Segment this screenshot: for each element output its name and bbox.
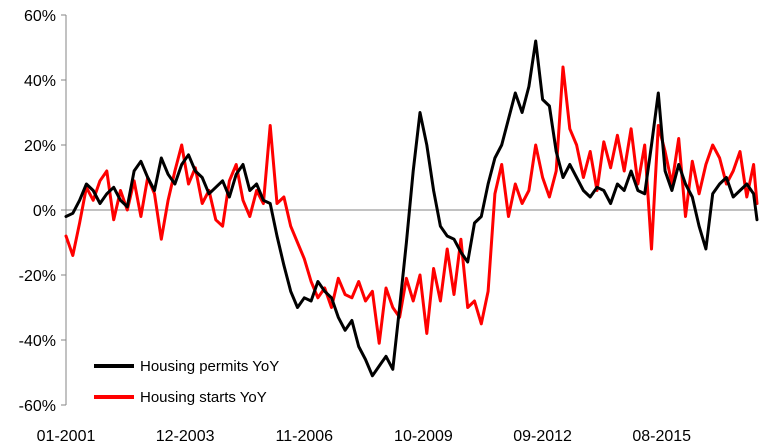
x-tick-label: 01-2001 — [37, 428, 96, 445]
legend: Housing permits YoY Housing starts YoY — [94, 358, 279, 406]
series-lines — [64, 39, 759, 378]
y-tick-label: -40% — [19, 333, 56, 350]
series-line-housing-permits — [64, 39, 759, 378]
legend-label-starts: Housing starts YoY — [140, 389, 267, 406]
x-tick-label: 12-2003 — [156, 428, 215, 445]
x-tick-label: 11-2006 — [276, 428, 334, 445]
x-axis: 01-2001 12-2003 11-2006 10-2009 09-2012 08-20… — [37, 428, 692, 445]
legend-label-permits: Housing permits YoY — [140, 358, 279, 375]
x-tick-label: 10-2009 — [394, 428, 453, 445]
y-tick-label: 20% — [24, 138, 56, 155]
y-axis: 60% 40% 20% 0% -20% -40% -60% — [19, 8, 67, 415]
x-tick-label: 08-2015 — [632, 428, 691, 445]
y-tick-label: 40% — [24, 73, 56, 90]
series-line-housing-starts — [64, 65, 759, 345]
y-tick-label: -20% — [19, 268, 56, 285]
x-tick-label: 09-2012 — [513, 428, 572, 445]
y-tick-label: -60% — [19, 398, 56, 415]
y-tick-label: 0% — [33, 203, 56, 220]
y-tick-label: 60% — [24, 8, 56, 25]
